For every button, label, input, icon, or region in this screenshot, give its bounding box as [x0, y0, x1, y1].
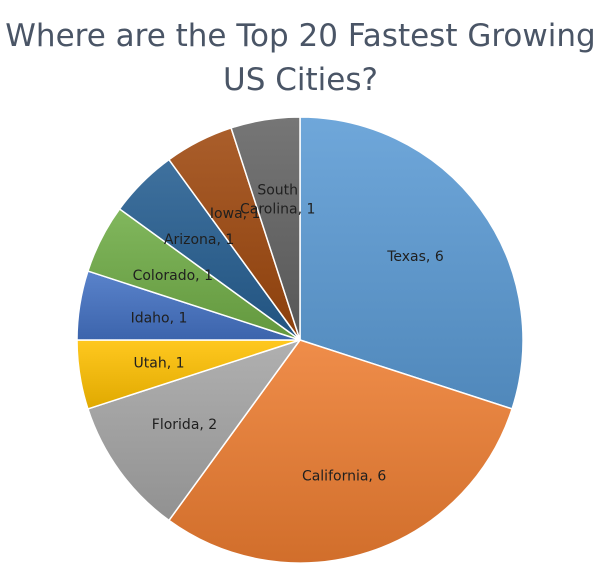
data-label-arizona: Arizona, 1: [164, 232, 234, 248]
data-label-florida: Florida, 2: [152, 417, 217, 433]
data-label-utah: Utah, 1: [134, 355, 185, 371]
pie-slice-texas: [299, 116, 524, 410]
pie-slice-florida: [87, 339, 301, 522]
data-label-texas: Texas, 6: [386, 249, 444, 265]
pie-slice-south-carolina: [230, 116, 301, 341]
data-label-colorado: Colorado, 1: [133, 268, 213, 284]
data-label-idaho: Idaho, 1: [131, 311, 188, 327]
data-label-california: California, 6: [302, 469, 386, 485]
pie-data-labels: Texas, 6 California, 6 Florida, 2 Utah, 1 Id…: [131, 183, 444, 485]
data-label-iowa: Iowa, 1: [210, 206, 261, 222]
chart-title: Where are the Top 20 Fastest Growing US …: [5, 18, 596, 98]
pie-slice-california: [168, 339, 513, 564]
data-label-south-carolina: South Carolina, 1: [240, 183, 315, 218]
pie-slices: [76, 116, 524, 564]
